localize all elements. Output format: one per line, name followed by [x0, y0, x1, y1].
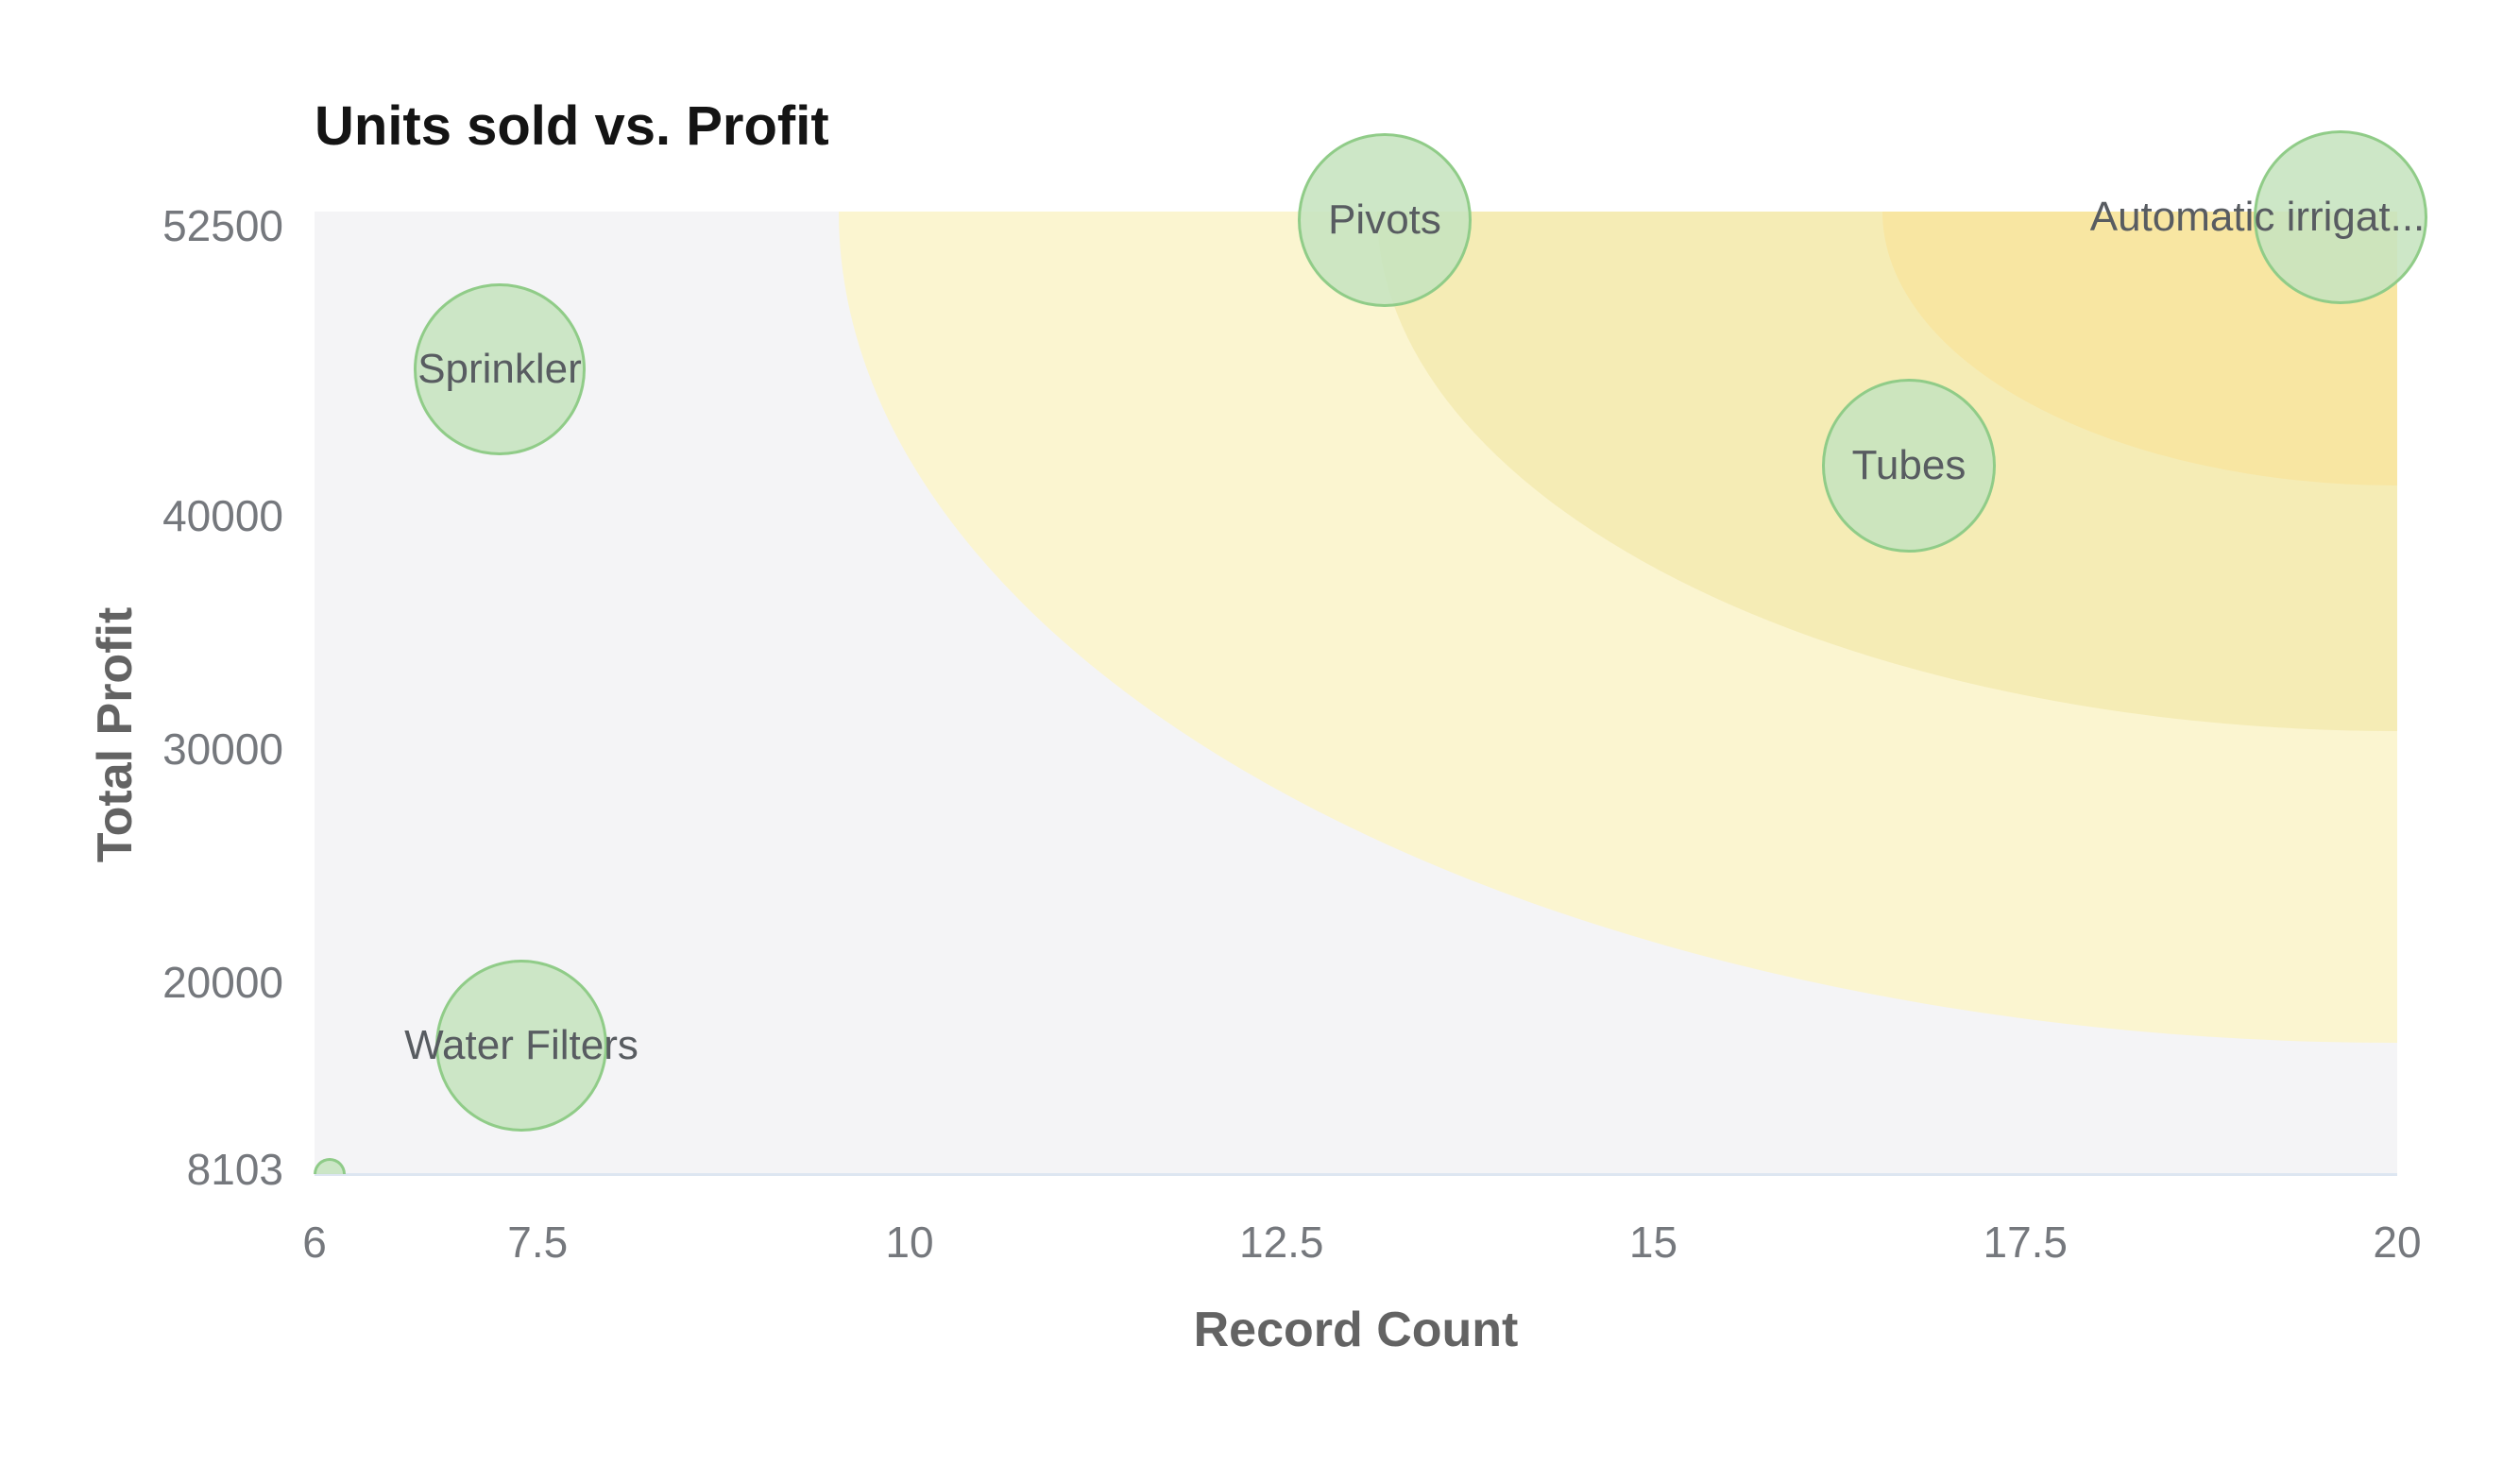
y-tick-label: 8103: [186, 1145, 283, 1194]
x-tick-label: 17.5: [1983, 1218, 2069, 1267]
bubble-sprinkler[interactable]: [414, 283, 586, 455]
x-tick-label: 6: [302, 1218, 327, 1267]
x-tick-label: 7.5: [507, 1218, 569, 1267]
bubble-layer: Sprinkler Pivots Automatic irrigat... Tubes…: [314, 130, 2427, 1174]
x-tick-label: 15: [1628, 1218, 1678, 1267]
bubble-water-filters[interactable]: [435, 960, 607, 1132]
x-axis-line: [315, 1173, 2397, 1176]
x-tick-label: 10: [885, 1218, 934, 1267]
bubble-tubes[interactable]: [1822, 379, 1996, 553]
y-tick-label: 52500: [162, 201, 283, 250]
chart-title: Units sold vs. Profit: [315, 95, 829, 157]
bubble-automatic-irrigat[interactable]: [2254, 130, 2427, 304]
y-axis-title: Total Profit: [88, 606, 143, 863]
y-tick-label: 40000: [162, 491, 283, 540]
y-tick-label: 20000: [162, 958, 283, 1007]
x-axis-title: Record Count: [1193, 1303, 1519, 1357]
x-tick-label: 12.5: [1238, 1218, 1324, 1267]
bubble-pivots[interactable]: [1298, 133, 1472, 307]
x-tick-label: 20: [2373, 1218, 2422, 1267]
bubble-unlabeled[interactable]: [314, 1158, 346, 1174]
y-tick-label: 30000: [162, 724, 283, 774]
